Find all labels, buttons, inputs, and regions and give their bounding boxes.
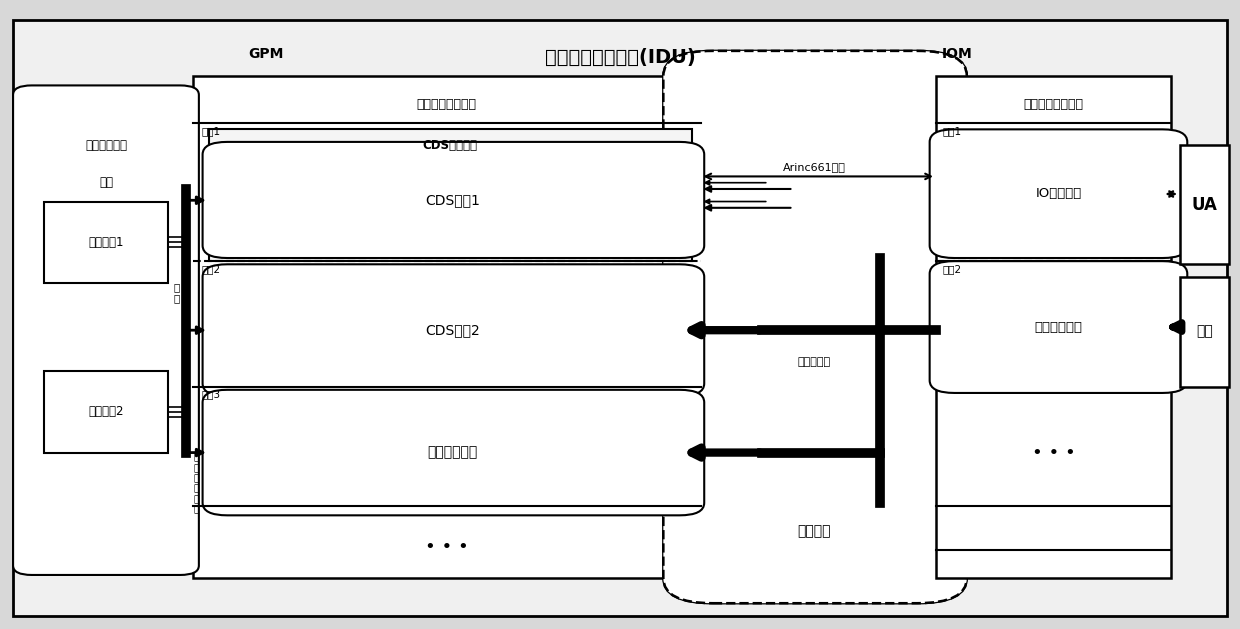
Bar xyxy=(1179,277,1229,387)
Text: 分区操作系统模块: 分区操作系统模块 xyxy=(417,97,476,111)
Text: CDS软件模块: CDS软件模块 xyxy=(423,138,477,152)
Text: 分区操作系统模块: 分区操作系统模块 xyxy=(1023,97,1084,111)
FancyBboxPatch shape xyxy=(202,142,704,258)
Text: 共享内存: 共享内存 xyxy=(797,524,831,538)
Bar xyxy=(45,201,167,283)
Text: 分区1: 分区1 xyxy=(942,126,961,136)
FancyBboxPatch shape xyxy=(202,264,704,396)
Text: CDS实例1: CDS实例1 xyxy=(425,193,480,208)
Text: CDS实例2: CDS实例2 xyxy=(425,323,480,337)
Text: • • •: • • • xyxy=(425,538,469,555)
Bar xyxy=(936,76,1172,578)
Text: 显
示
缓
冲
共
享: 显 示 缓 冲 共 享 xyxy=(193,454,200,515)
Text: Arinc661消息: Arinc661消息 xyxy=(782,162,846,172)
Bar xyxy=(192,76,701,578)
FancyBboxPatch shape xyxy=(930,261,1187,393)
Text: 配置文件2: 配置文件2 xyxy=(88,405,124,418)
Bar xyxy=(1179,145,1229,264)
Text: 配置文件1: 配置文件1 xyxy=(88,236,124,249)
Text: 综合集成显示单元(IDU): 综合集成显示单元(IDU) xyxy=(544,48,696,67)
Text: 模块: 模块 xyxy=(99,176,113,189)
Text: • • •: • • • xyxy=(1032,443,1075,462)
Text: UA: UA xyxy=(1192,196,1218,214)
Text: GPM: GPM xyxy=(248,47,284,61)
Text: 窗口管理模块: 窗口管理模块 xyxy=(428,445,477,460)
Text: 显示调度模块: 显示调度模块 xyxy=(1034,321,1083,333)
FancyBboxPatch shape xyxy=(930,130,1187,258)
Text: 分区2: 分区2 xyxy=(942,264,961,274)
Bar xyxy=(208,130,692,261)
Text: 分区3: 分区3 xyxy=(201,389,221,399)
Bar xyxy=(45,371,167,453)
Text: 分区1: 分区1 xyxy=(201,126,221,136)
Text: 外设: 外设 xyxy=(1197,325,1213,338)
FancyBboxPatch shape xyxy=(663,51,967,603)
Text: IO通信模块: IO通信模块 xyxy=(1035,187,1081,201)
FancyBboxPatch shape xyxy=(14,86,198,575)
FancyBboxPatch shape xyxy=(202,390,704,515)
Text: 分区2: 分区2 xyxy=(201,264,221,274)
Text: 加
载: 加 载 xyxy=(174,282,180,303)
Text: 显示配置文件: 显示配置文件 xyxy=(86,138,126,152)
FancyBboxPatch shape xyxy=(663,51,967,603)
Text: IOM: IOM xyxy=(942,47,973,61)
Text: 显示配置号: 显示配置号 xyxy=(797,357,831,367)
